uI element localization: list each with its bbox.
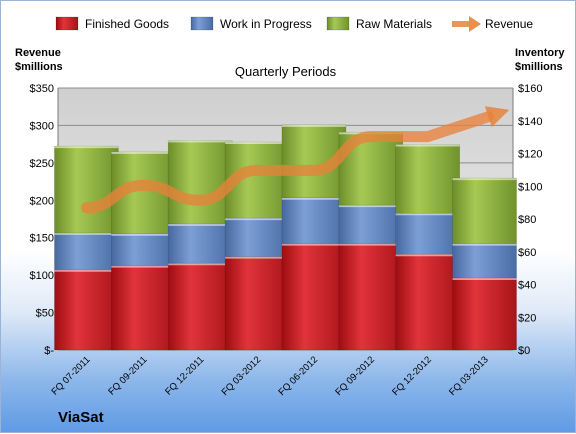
right-tick-label: $120 (518, 149, 542, 161)
bar-work-in-progress (54, 232, 119, 271)
bar-work-in-progress (338, 204, 404, 244)
bar-finished-goods (167, 262, 233, 351)
revenue-arrowhead (484, 106, 510, 128)
x-tick-label: FQ 07-2011 (49, 354, 92, 397)
bar-work-in-progress (111, 233, 176, 266)
bar-finished-goods (452, 277, 517, 351)
company-name: ViaSat (58, 409, 104, 426)
right-tick-label: $140 (518, 116, 542, 128)
x-tick-label: FQ 06-2012 (276, 354, 320, 398)
legend-swatch-finished-goods (55, 16, 79, 31)
right-tick-label: $40 (518, 280, 536, 292)
x-tick-label: FQ 12-2011 (163, 354, 206, 397)
legend-label-revenue: Revenue (485, 17, 533, 31)
right-axis-title: Inventory (515, 47, 565, 59)
left-axis-title: $millions (15, 61, 63, 73)
bar-raw-materials (54, 145, 119, 234)
bar-work-in-progress (395, 212, 460, 255)
bar-finished-goods (338, 243, 404, 351)
bar-work-in-progress (281, 197, 347, 244)
revenue-line (80, 111, 494, 214)
right-tick-label: $160 (518, 83, 542, 95)
left-tick-label: $150 (30, 233, 54, 245)
bar-work-in-progress (167, 223, 233, 264)
chart-title: Quarterly Periods (235, 64, 337, 79)
x-tick-label: FQ 03-2013 (447, 354, 491, 398)
left-tick-label: $250 (30, 158, 54, 170)
legend-arrow-revenue (469, 16, 481, 32)
bar-finished-goods (111, 265, 176, 351)
legend-label-raw-materials: Raw Materials (356, 17, 432, 31)
right-tick-label: $100 (518, 181, 542, 193)
bar-raw-materials (452, 177, 517, 244)
bar-raw-materials (395, 144, 460, 214)
bar-work-in-progress (452, 243, 517, 279)
left-tick-label: $- (44, 345, 54, 357)
left-tick-label: $350 (30, 83, 54, 95)
right-tick-label: $60 (518, 247, 536, 259)
x-tick-label: FQ 03-2012 (220, 354, 264, 398)
right-tick-label: $80 (518, 214, 536, 226)
x-tick-label: FQ 12-2012 (390, 354, 434, 398)
x-tick-label: FQ 09-2011 (106, 354, 149, 397)
legend-swatch-work-in-progress (190, 16, 214, 31)
bar-raw-materials (167, 140, 233, 225)
legend-swatch-raw-materials (326, 16, 350, 31)
left-tick-label: $100 (30, 270, 54, 282)
x-tick-label: FQ 09-2012 (333, 354, 377, 398)
bar-finished-goods (281, 243, 347, 351)
left-tick-label: $50 (36, 308, 54, 320)
bar-finished-goods (224, 256, 290, 351)
right-tick-label: $20 (518, 312, 536, 324)
left-tick-label: $200 (30, 195, 54, 207)
left-tick-label: $300 (30, 120, 54, 132)
bar-finished-goods (395, 253, 460, 351)
right-tick-label: $0 (518, 345, 530, 357)
legend-label-work-in-progress: Work in Progress (220, 17, 312, 31)
right-axis-title: $millions (515, 61, 563, 73)
legend-label-finished-goods: Finished Goods (85, 17, 169, 31)
bar-work-in-progress (224, 217, 290, 257)
bar-finished-goods (54, 269, 119, 351)
left-axis-title: Revenue (15, 47, 61, 59)
